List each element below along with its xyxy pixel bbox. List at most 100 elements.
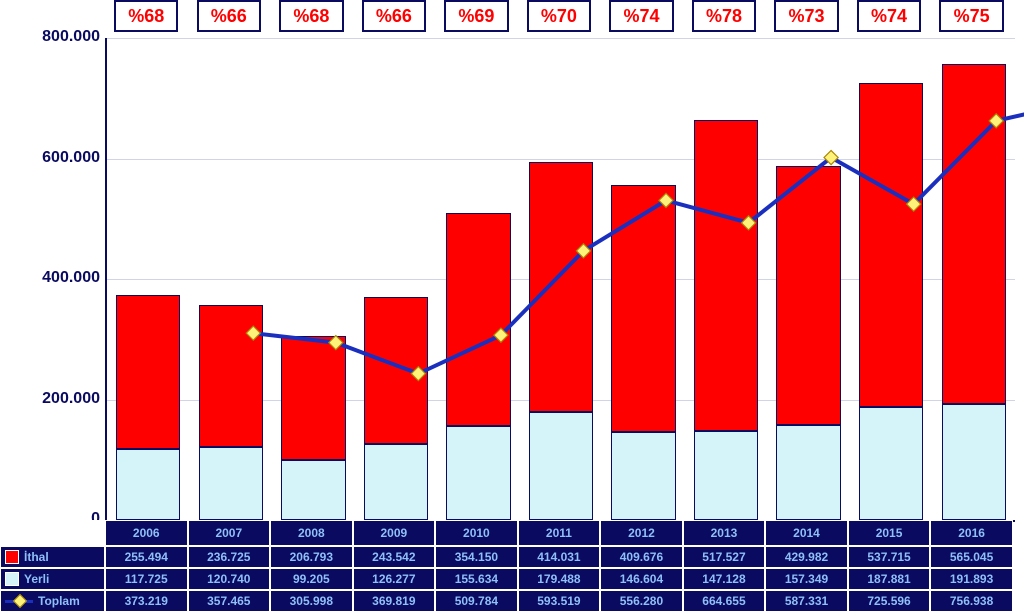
data-table-value-cell: 756.938	[930, 590, 1013, 612]
data-table-value-cell: 725.596	[848, 590, 931, 612]
data-table-year-cell: 2006	[105, 520, 188, 546]
data-table-value-cell: 126.277	[353, 568, 436, 590]
percentage-cell: %70	[527, 0, 591, 32]
bar-segment-ithal	[611, 185, 675, 432]
data-table-value-cell: 509.784	[435, 590, 518, 612]
bar-segment-yerli	[611, 432, 675, 520]
data-table-value-cell: 305.998	[270, 590, 353, 612]
bar-stack	[694, 120, 758, 520]
bar-stack	[529, 162, 593, 520]
percentage-cell: %73	[774, 0, 838, 32]
data-table-year-cell: 2016	[930, 520, 1013, 546]
data-table-row: İthal 255.494236.725206.793243.542354.150…	[0, 546, 1024, 568]
data-table-value-cell: 146.604	[600, 568, 683, 590]
bar-stack	[364, 297, 428, 520]
data-table-year-cell: 2012	[600, 520, 683, 546]
data-table-value-cell: 179.488	[518, 568, 601, 590]
data-table-value-cell: 409.676	[600, 546, 683, 568]
bar-segment-ithal	[199, 305, 263, 448]
bar-segment-yerli	[942, 404, 1006, 520]
percentage-cell: %68	[279, 0, 343, 32]
bar-stack	[116, 295, 180, 520]
bar-segment-yerli	[199, 447, 263, 520]
legend-label: Yerli	[24, 572, 49, 586]
bar-stack	[446, 213, 510, 520]
legend-toplam: Toplam	[0, 590, 105, 612]
bar-segment-ithal	[446, 213, 510, 426]
data-table-value-cell: 565.045	[930, 546, 1013, 568]
data-table-header-row: 2006200720082009201020112012201320142015…	[0, 520, 1024, 546]
data-table-value-cell: 369.819	[353, 590, 436, 612]
y-axis-tick-label: 800.000	[30, 28, 100, 46]
percentage-cell: %68	[114, 0, 178, 32]
data-table-value-cell: 664.655	[683, 590, 766, 612]
bar-segment-ithal	[942, 64, 1006, 404]
data-table-corner	[0, 520, 105, 546]
y-axis-tick-label: 200.000	[30, 390, 100, 408]
data-table-value-cell: 187.881	[848, 568, 931, 590]
data-table-value-cell: 414.031	[518, 546, 601, 568]
data-table-value-cell: 191.893	[930, 568, 1013, 590]
legend-ithal: İthal	[0, 546, 105, 568]
percentage-cell: %66	[362, 0, 426, 32]
legend-label: İthal	[24, 550, 49, 564]
data-table-value-cell: 517.527	[683, 546, 766, 568]
bar-stack	[776, 166, 840, 520]
data-table-value-cell: 357.465	[188, 590, 271, 612]
bar-segment-yerli	[529, 412, 593, 520]
bar-segment-ithal	[364, 297, 428, 444]
bar-stack	[942, 64, 1006, 520]
data-table-value-cell: 155.634	[435, 568, 518, 590]
chart-root: %68%66%68%66%69%70%74%78%73%74%75 0200.0…	[0, 0, 1024, 615]
bar-stack	[611, 185, 675, 520]
bar-segment-ithal	[694, 120, 758, 432]
data-table-year-cell: 2007	[188, 520, 271, 546]
data-table-value-cell: 537.715	[848, 546, 931, 568]
data-table-value-cell: 117.725	[105, 568, 188, 590]
percentage-cell: %75	[939, 0, 1003, 32]
data-table-year-cell: 2008	[270, 520, 353, 546]
bar-segment-yerli	[694, 431, 758, 520]
legend-yerli: Yerli	[0, 568, 105, 590]
plot-area	[105, 38, 1015, 522]
data-table-value-cell: 354.150	[435, 546, 518, 568]
data-table-year-cell: 2009	[353, 520, 436, 546]
data-table-value-cell: 147.128	[683, 568, 766, 590]
data-table-value-cell: 157.349	[765, 568, 848, 590]
data-table-value-cell: 243.542	[353, 546, 436, 568]
bar-segment-ithal	[281, 336, 345, 461]
data-table-value-cell: 593.519	[518, 590, 601, 612]
bar-segment-yerli	[446, 426, 510, 520]
y-axis-tick-label: 400.000	[30, 269, 100, 287]
data-table-value-cell: 255.494	[105, 546, 188, 568]
percentage-cell: %78	[692, 0, 756, 32]
bar-segment-ithal	[776, 166, 840, 425]
data-table-row: Yerli117.725120.74099.205126.277155.6341…	[0, 568, 1024, 590]
data-table: 2006200720082009201020112012201320142015…	[0, 520, 1024, 612]
data-table-value-cell: 99.205	[270, 568, 353, 590]
bar-segment-ithal	[859, 83, 923, 407]
bar-segment-yerli	[364, 444, 428, 520]
data-table-year-cell: 2014	[765, 520, 848, 546]
bar-segment-yerli	[776, 425, 840, 520]
percentage-cell: %74	[857, 0, 921, 32]
bar-stack	[199, 305, 263, 520]
percentage-cell: %69	[444, 0, 508, 32]
bar-segment-ithal	[116, 295, 180, 449]
data-table-year-cell: 2010	[435, 520, 518, 546]
data-table-year-cell: 2013	[683, 520, 766, 546]
bar-segment-ithal	[529, 162, 593, 411]
y-axis-tick-label: 600.000	[30, 149, 100, 167]
data-table-value-cell: 206.793	[270, 546, 353, 568]
data-table-value-cell: 236.725	[188, 546, 271, 568]
data-table-value-cell: 587.331	[765, 590, 848, 612]
percentage-cell: %74	[609, 0, 673, 32]
percentage-cell: %66	[197, 0, 261, 32]
bar-stack	[281, 336, 345, 520]
bar-segment-yerli	[859, 407, 923, 520]
bar-stack	[859, 83, 923, 520]
bar-segment-yerli	[281, 460, 345, 520]
data-table-value-cell: 429.982	[765, 546, 848, 568]
data-table-value-cell: 556.280	[600, 590, 683, 612]
data-table-row: Toplam373.219357.465305.998369.819509.78…	[0, 590, 1024, 612]
